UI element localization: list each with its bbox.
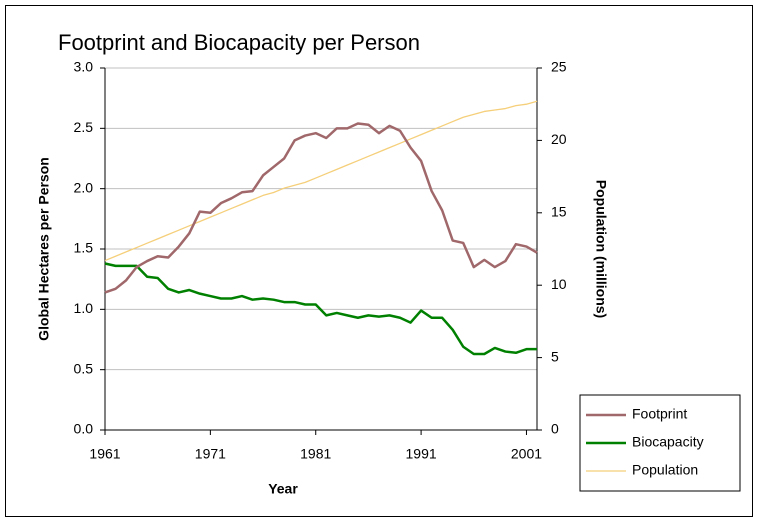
- x-axis-label: Year: [268, 481, 298, 497]
- y-tick-label: 2.0: [74, 179, 94, 195]
- y-tick-label: 3.0: [74, 59, 94, 75]
- chart-title: Footprint and Biocapacity per Person: [58, 30, 420, 55]
- y2-axis-label: Population (millions): [593, 180, 609, 318]
- series-line: [104, 122, 538, 294]
- x-tick-label: 1991: [406, 446, 437, 462]
- y-tick-label: 2.5: [74, 119, 94, 135]
- y-tick-label: 0.0: [74, 421, 94, 437]
- y2-tick-label: 0: [551, 421, 559, 437]
- y2-tick-label: 5: [551, 348, 559, 364]
- y-axis-label: Global Hectares per Person: [36, 157, 52, 341]
- y2-tick-label: 25: [551, 59, 567, 75]
- y2-tick-label: 15: [551, 204, 567, 220]
- x-tick-label: 2001: [511, 446, 542, 462]
- x-tick-label: 1961: [89, 446, 120, 462]
- y2-tick-label: 10: [551, 276, 567, 292]
- series-line: [104, 100, 538, 262]
- legend-label: Footprint: [632, 406, 687, 422]
- y2-tick-label: 20: [551, 131, 567, 147]
- legend-box: [579, 394, 741, 492]
- y-tick-label: 1.5: [74, 240, 94, 256]
- y-tick-label: 1.0: [74, 300, 94, 316]
- x-tick-label: 1971: [195, 446, 226, 462]
- legend-label: Population: [632, 462, 698, 478]
- x-tick-label: 1981: [300, 446, 331, 462]
- y-tick-label: 0.5: [74, 360, 94, 376]
- series-line: [104, 262, 537, 356]
- legend-label: Biocapacity: [632, 434, 704, 450]
